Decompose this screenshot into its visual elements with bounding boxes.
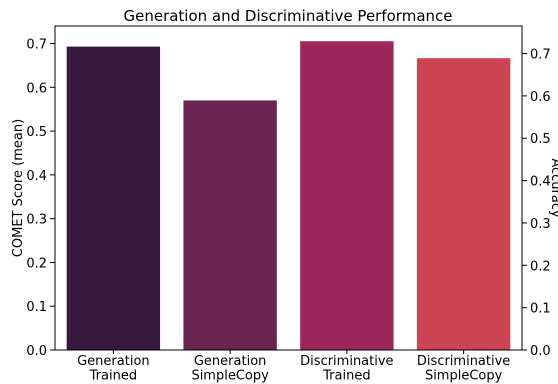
x-tick-label: Generation	[194, 354, 267, 369]
plot-frame	[54, 25, 523, 351]
right-tick-label: 0.3	[530, 217, 551, 232]
x-tick-label: Trained	[322, 369, 370, 384]
right-tick-label: 0.1	[530, 302, 551, 317]
right-tick-label: 0.5	[530, 132, 551, 147]
x-tick-label: Generation	[77, 354, 150, 369]
left-tick-label: 0.4	[26, 169, 47, 184]
right-tick-label: 0.2	[530, 259, 551, 274]
right-tick-label: 0.0	[530, 344, 551, 359]
x-tick-label: Trained	[89, 369, 137, 384]
chart-title: Generation and Discriminative Performanc…	[123, 7, 452, 25]
x-tick-label: SimpleCopy	[425, 369, 503, 384]
left-tick-label: 0.6	[26, 81, 47, 96]
right-tick-label: 0.6	[530, 90, 551, 105]
left-tick-label: 0.0	[26, 344, 47, 359]
right-tick-label: 0.7	[530, 48, 551, 63]
left-y-axis: 0.0 0.1 0.2 0.3 0.4 0.5 0.6 0.7	[26, 38, 55, 359]
left-tick-label: 0.7	[26, 38, 47, 53]
left-tick-label: 0.3	[26, 213, 47, 228]
left-tick-label: 0.2	[26, 256, 47, 271]
bar-discriminative-trained	[300, 41, 394, 350]
bar-generation-trained	[66, 46, 161, 351]
x-tick-label: Discriminative	[417, 354, 510, 369]
x-axis: GenerationTrainedGenerationSimpleCopyDis…	[77, 350, 510, 384]
left-tick-label: 0.1	[26, 300, 47, 315]
left-tick-label: 0.5	[26, 125, 47, 140]
x-tick-label: Discriminative	[300, 354, 393, 369]
bars-group	[66, 41, 511, 351]
right-y-axis-label: Accuracy	[548, 158, 558, 218]
bar-generation-simplecopy	[183, 100, 277, 350]
right-tick-label: 0.4	[530, 175, 551, 190]
x-tick-label: SimpleCopy	[191, 369, 269, 384]
bar-discriminative-simplecopy	[416, 58, 511, 351]
right-y-axis: 0.0 0.1 0.2 0.3 0.4 0.5 0.6 0.7	[522, 48, 551, 359]
left-y-axis-label: COMET Score (mean)	[11, 119, 26, 257]
